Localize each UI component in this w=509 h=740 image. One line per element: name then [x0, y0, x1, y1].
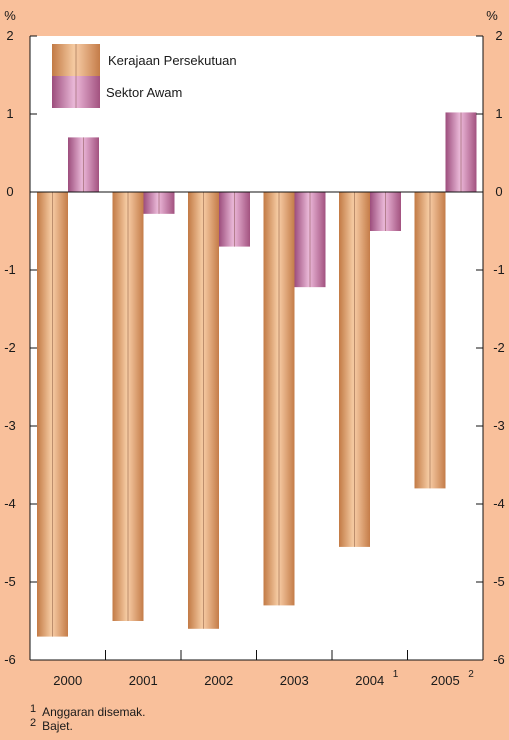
bar-fill: [263, 192, 295, 606]
footnote-2-text: Bajet.: [42, 719, 73, 733]
y-tick-label-left: -4: [4, 496, 16, 511]
footnote-2-number: 2: [30, 717, 37, 729]
bar-kerajaan-2000: [37, 192, 68, 637]
bar-fill: [294, 192, 326, 288]
x-tick-note-2004: 1: [393, 669, 399, 680]
bar-sektor-2001: [143, 192, 175, 214]
x-tick-label-2001: 2001: [129, 673, 158, 688]
footnote-2: 2 Bajet.: [30, 717, 73, 733]
footnote-1: 1 Anggaran disemak.: [30, 703, 146, 719]
bar-kerajaan-2003: [263, 192, 295, 606]
bar-kerajaan-2005: [414, 192, 446, 489]
y-tick-label-right: 2: [495, 28, 502, 43]
bar-kerajaan-2001: [112, 192, 144, 621]
legend-label: Kerajaan Persekutuan: [108, 53, 237, 68]
y-tick-label-right: -4: [493, 496, 505, 511]
y-tick-label-left: -1: [4, 262, 16, 277]
y-tick-label-right: -2: [493, 340, 505, 355]
legend-label: Sektor Awam: [106, 85, 182, 100]
y-tick-label-left: 1: [6, 106, 13, 121]
footnote-1-number: 1: [30, 703, 37, 715]
bar-sektor-2002: [219, 192, 250, 247]
y-tick-label-left: -5: [4, 574, 16, 589]
bar-fill: [112, 192, 144, 621]
y-tick-label-right: 1: [495, 106, 502, 121]
x-tick-note-2005: 2: [468, 669, 474, 680]
bar-sektor-2000: [68, 137, 99, 192]
bar-fill: [445, 112, 477, 192]
footnote-1-text: Anggaran disemak.: [42, 705, 146, 719]
y-tick-label-right: -5: [493, 574, 505, 589]
plot-area: [30, 36, 483, 660]
bar-fill: [219, 192, 250, 247]
legend-swatch: [52, 44, 100, 76]
y-unit-right: %: [486, 8, 498, 23]
bar-fill: [414, 192, 446, 489]
y-unit-left: %: [4, 8, 16, 23]
bar-fill: [37, 192, 68, 637]
bar-fill: [339, 192, 370, 547]
legend-item-sektor: Sektor Awam: [52, 76, 182, 108]
y-tick-label-right: 0: [495, 184, 502, 199]
legend-swatch: [52, 76, 100, 108]
y-tick-label-left: -2: [4, 340, 16, 355]
y-tick-label-right: -3: [493, 418, 505, 433]
bar-fill: [143, 192, 175, 214]
y-tick-label-right: -6: [493, 652, 505, 667]
bar-fill: [188, 192, 219, 629]
y-tick-label-left: 2: [6, 28, 13, 43]
bar-fill: [370, 192, 401, 231]
bar-sektor-2005: [445, 112, 477, 192]
bar-kerajaan-2002: [188, 192, 219, 629]
bar-sektor-2004: [370, 192, 401, 231]
y-tick-label-right: -1: [493, 262, 505, 277]
y-tick-label-left: 0: [6, 184, 13, 199]
legend-item-kerajaan: Kerajaan Persekutuan: [52, 44, 237, 76]
bar-fill: [68, 137, 99, 192]
x-tick-label-2004: 2004: [355, 673, 384, 688]
y-tick-label-left: -6: [4, 652, 16, 667]
x-tick-label-2000: 2000: [53, 673, 82, 688]
bar-sektor-2003: [294, 192, 326, 288]
bar-kerajaan-2004: [339, 192, 370, 547]
x-tick-label-2003: 2003: [280, 673, 309, 688]
x-tick-label-2005: 2005: [431, 673, 460, 688]
legend: Kerajaan Persekutuan Sektor Awam: [52, 44, 237, 108]
y-tick-label-left: -3: [4, 418, 16, 433]
x-tick-label-2002: 2002: [204, 673, 233, 688]
